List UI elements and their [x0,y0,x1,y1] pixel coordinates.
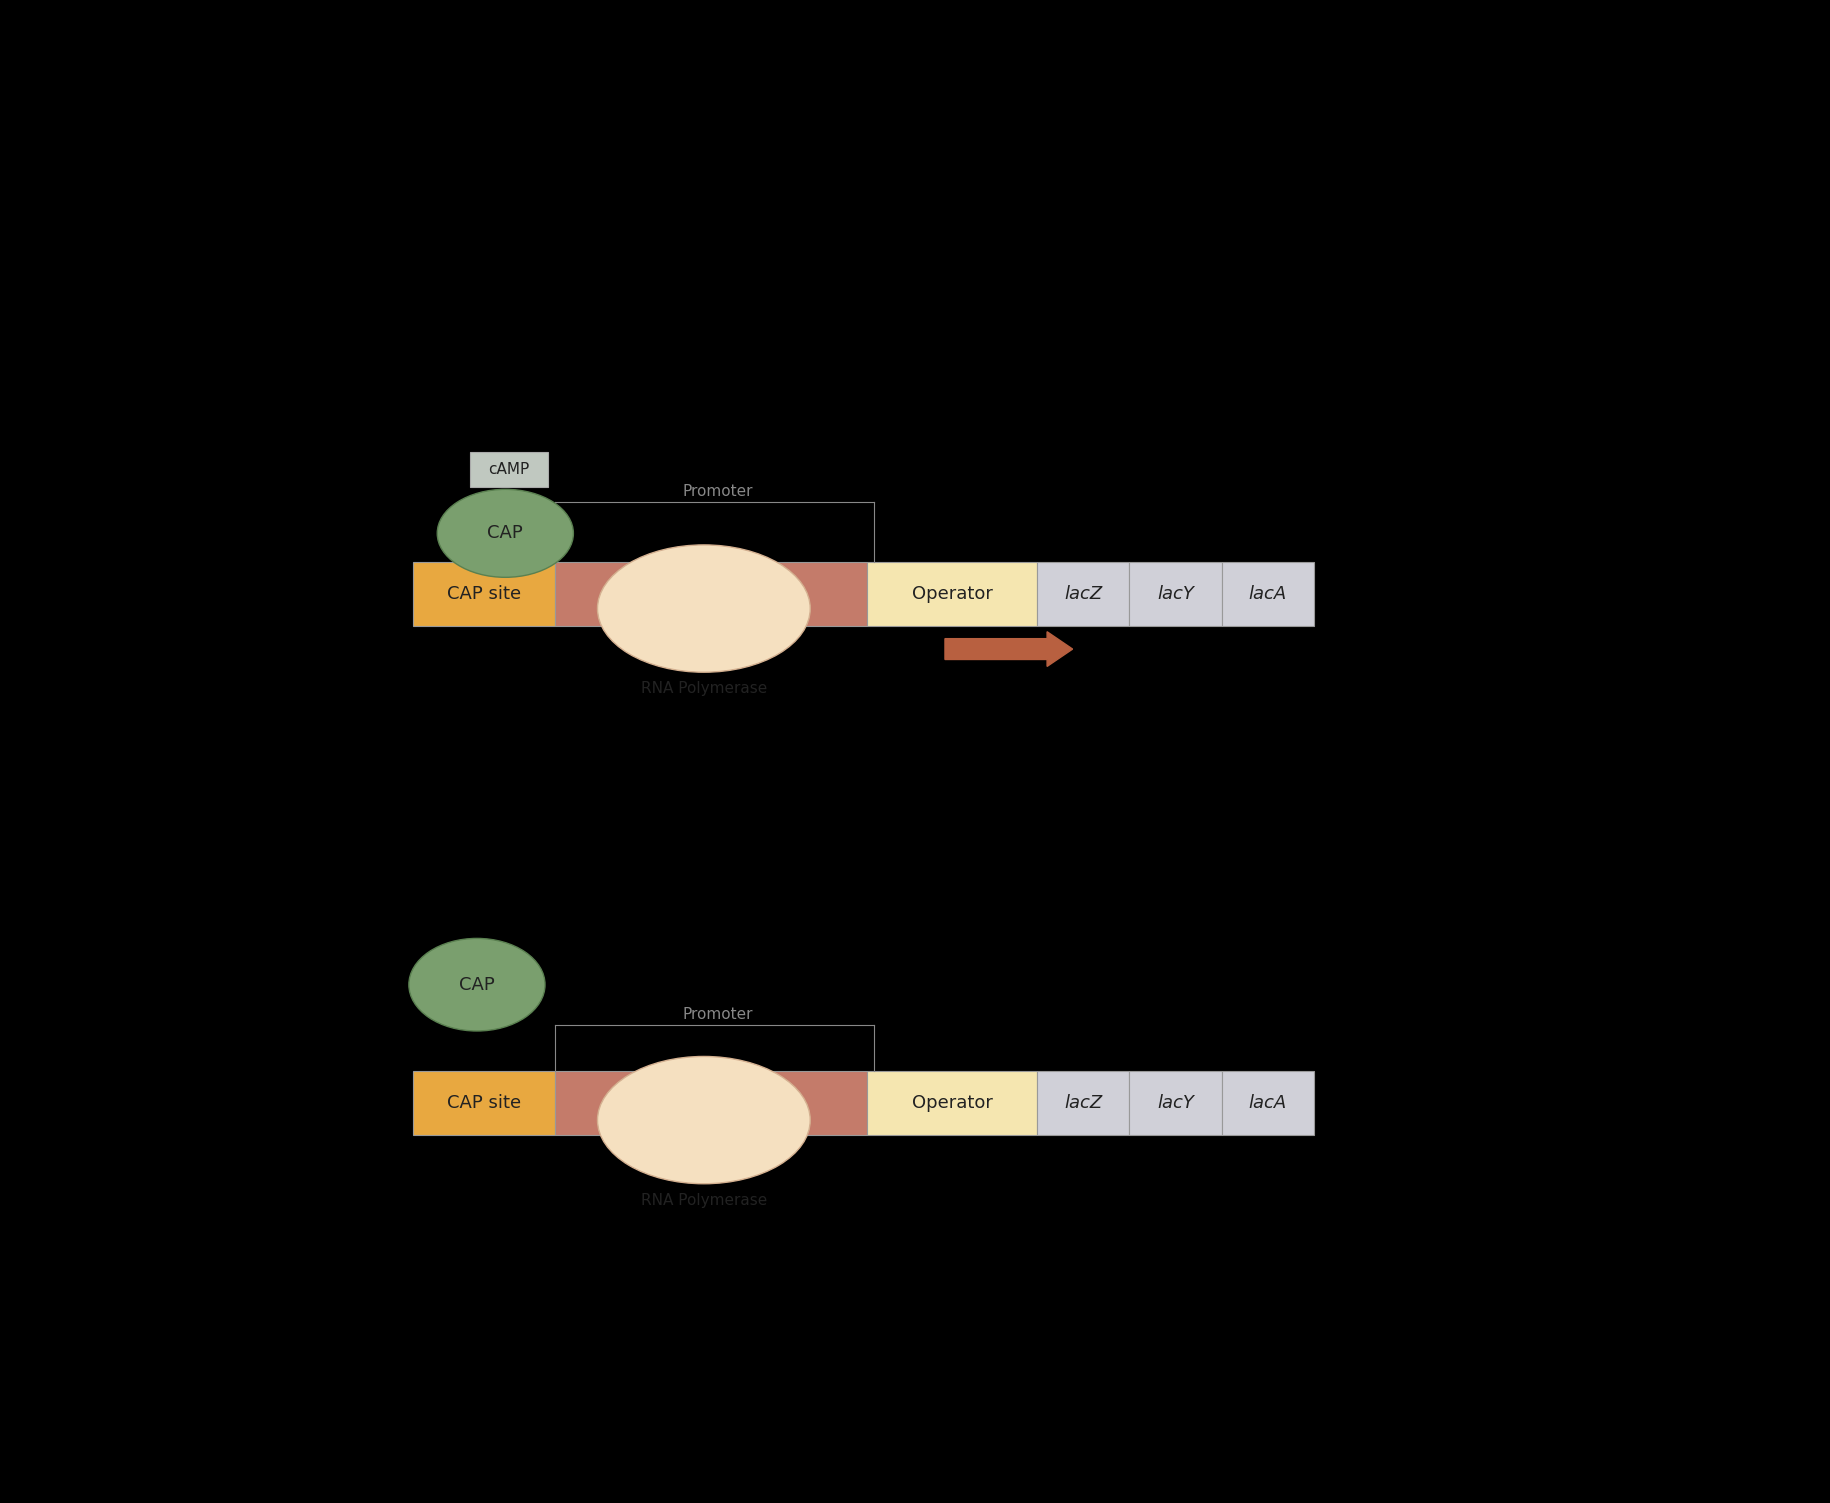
Bar [554,1072,867,1135]
Bar [414,562,554,625]
Bar [867,562,1038,625]
Text: RNA Polymerase: RNA Polymerase [640,1193,767,1208]
Text: cAMP: cAMP [489,463,529,476]
Ellipse shape [597,1057,811,1184]
Text: CAP site: CAP site [447,585,522,603]
Bar [470,452,547,487]
Text: CAP site: CAP site [447,1094,522,1112]
Ellipse shape [437,490,573,577]
Text: lacY: lacY [1157,1094,1193,1112]
Bar [414,1072,554,1135]
Bar [1129,562,1221,625]
Text: RNA Polymerase: RNA Polymerase [640,681,767,696]
Text: Operator: Operator [911,1094,992,1112]
Text: lacA: lacA [1248,585,1286,603]
Text: lacA: lacA [1248,1094,1286,1112]
Bar [1129,1072,1221,1135]
FancyArrow shape [944,631,1072,666]
Ellipse shape [597,546,811,672]
Text: lacZ: lacZ [1063,1094,1102,1112]
Bar [1222,1072,1314,1135]
Text: CAP: CAP [487,525,523,543]
Text: Promoter: Promoter [683,484,754,499]
Bar [1222,562,1314,625]
Text: CAP: CAP [459,975,494,993]
Text: lacY: lacY [1157,585,1193,603]
Text: Operator: Operator [911,585,992,603]
Bar [1038,562,1129,625]
Bar [1038,1072,1129,1135]
Bar [554,562,867,625]
Bar [867,1072,1038,1135]
Text: Promoter: Promoter [683,1007,754,1022]
Ellipse shape [408,938,545,1031]
Text: lacZ: lacZ [1063,585,1102,603]
